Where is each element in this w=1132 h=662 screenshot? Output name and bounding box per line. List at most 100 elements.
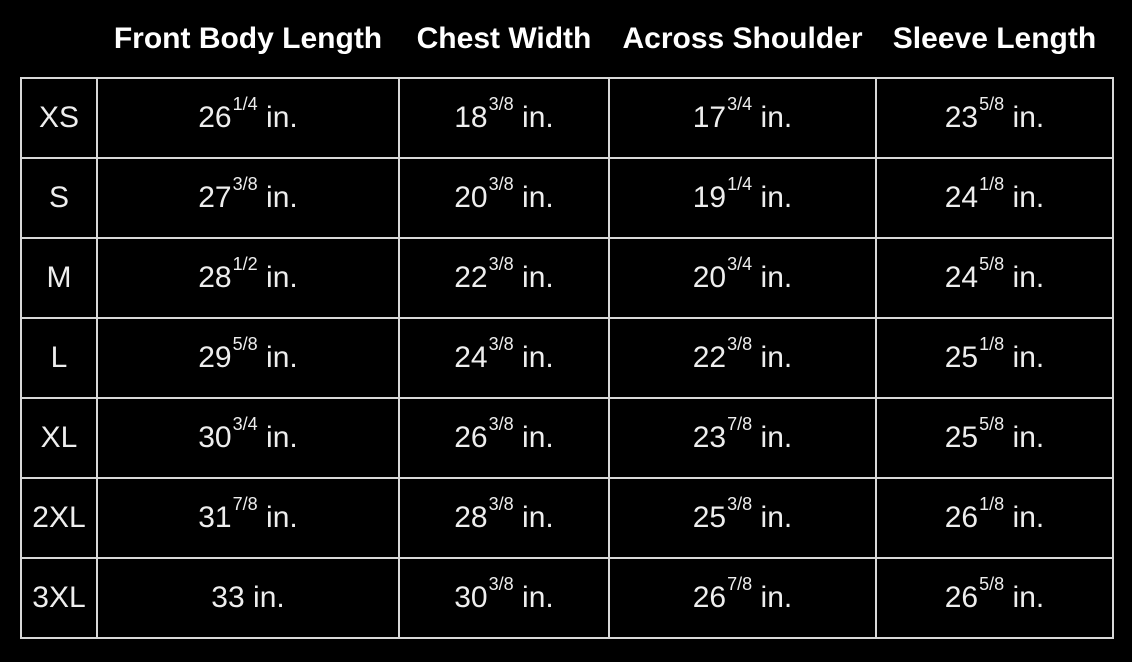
table-row: L 295/8 in. 243/8 in. 223/8 in. 251/8 in.	[20, 317, 1114, 399]
measurement-unit: in.	[253, 581, 285, 614]
measurement-unit: in.	[760, 261, 793, 294]
measurement-whole: 26	[944, 581, 979, 614]
table-row: XS 261/4 in. 183/8 in. 173/4 in. 235/8 in.	[20, 77, 1114, 159]
measurement-whole: 27	[198, 181, 232, 214]
header-chest-width: Chest Width	[416, 21, 592, 55]
header-front-body-length: Front Body Length	[113, 21, 383, 55]
measurement-cell: 273/8 in.	[96, 157, 400, 239]
measurement-cell: 33 in.	[96, 557, 400, 639]
measurement-unit: in.	[266, 341, 298, 374]
table-row: XL 303/4 in. 263/8 in. 237/8 in. 255/8 in.	[20, 397, 1114, 479]
measurement-fraction: 3/8	[488, 414, 514, 435]
measurement-whole: 22	[692, 341, 727, 374]
measurement-whole: 29	[198, 341, 232, 374]
measurement-cell: 191/4 in.	[608, 157, 877, 239]
measurement-unit: in.	[1012, 101, 1045, 134]
measurement-cell: 235/8 in.	[875, 77, 1114, 159]
measurement-fraction: 5/8	[979, 94, 1005, 115]
header-size-spacer	[21, 0, 97, 78]
measurement-unit: in.	[1012, 581, 1045, 614]
measurement-cell: 255/8 in.	[875, 397, 1114, 479]
measurement-fraction: 1/8	[979, 494, 1005, 515]
measurement-cell: 203/8 in.	[398, 157, 610, 239]
measurement-fraction: 3/8	[488, 334, 514, 355]
table-row: 2XL 317/8 in. 283/8 in. 253/8 in. 261/8 in.	[20, 477, 1114, 559]
table-row: M 281/2 in. 223/8 in. 203/4 in. 245/8 in.	[20, 237, 1114, 319]
measurement-fraction: 5/8	[232, 334, 258, 355]
table-row: S 273/8 in. 203/8 in. 191/4 in. 241/8 in.	[20, 157, 1114, 239]
measurement-fraction: 3/8	[488, 94, 514, 115]
row-header-size: L	[20, 317, 98, 399]
measurement-whole: 26	[454, 421, 488, 454]
measurement-fraction: 3/8	[488, 574, 514, 595]
measurement-cell: 317/8 in.	[96, 477, 400, 559]
measurement-unit: in.	[522, 421, 554, 454]
row-header-size: 3XL	[20, 557, 98, 639]
measurement-whole: 19	[692, 181, 727, 214]
measurement-fraction: 1/2	[232, 254, 258, 275]
measurement-whole: 30	[198, 421, 232, 454]
measurement-whole: 28	[198, 261, 232, 294]
measurement-cell: 237/8 in.	[608, 397, 877, 479]
header-across-shoulder: Across Shoulder	[622, 21, 863, 55]
measurement-cell: 283/8 in.	[398, 477, 610, 559]
measurement-fraction: 3/8	[488, 254, 514, 275]
measurement-unit: in.	[760, 101, 793, 134]
measurement-whole: 20	[454, 181, 488, 214]
measurement-whole: 25	[692, 501, 727, 534]
measurement-fraction: 3/8	[232, 174, 258, 195]
measurement-cell: 303/4 in.	[96, 397, 400, 479]
measurement-fraction: 1/8	[979, 174, 1005, 195]
measurement-unit: in.	[760, 421, 793, 454]
measurement-unit: in.	[266, 421, 298, 454]
measurement-unit: in.	[266, 501, 298, 534]
measurement-whole: 23	[944, 101, 979, 134]
measurement-fraction: 5/8	[979, 414, 1005, 435]
measurement-fraction: 3/4	[727, 254, 753, 275]
measurement-whole: 20	[692, 261, 727, 294]
measurement-fraction: 3/4	[232, 414, 258, 435]
row-header-size: M	[20, 237, 98, 319]
measurement-unit: in.	[266, 181, 298, 214]
row-header-size: 2XL	[20, 477, 98, 559]
measurement-cell: 223/8 in.	[398, 237, 610, 319]
measurement-unit: in.	[1012, 261, 1045, 294]
measurement-cell: 261/8 in.	[875, 477, 1114, 559]
measurement-fraction: 1/4	[727, 174, 753, 195]
measurement-cell: 245/8 in.	[875, 237, 1114, 319]
measurement-cell: 223/8 in.	[608, 317, 877, 399]
measurement-cell: 303/8 in.	[398, 557, 610, 639]
size-chart-body: XS 261/4 in. 183/8 in. 173/4 in. 235/8 in. S 273/8…	[20, 77, 1114, 639]
measurement-cell: 281/2 in.	[96, 237, 400, 319]
measurement-fraction: 3/8	[488, 174, 514, 195]
measurement-unit: in.	[1012, 421, 1045, 454]
measurement-cell: 173/4 in.	[608, 77, 877, 159]
measurement-whole: 26	[692, 581, 727, 614]
measurement-unit: in.	[522, 581, 554, 614]
measurement-cell: 263/8 in.	[398, 397, 610, 479]
measurement-whole: 17	[692, 101, 727, 134]
measurement-unit: in.	[760, 581, 793, 614]
measurement-unit: in.	[1012, 341, 1045, 374]
measurement-whole: 33	[211, 581, 245, 614]
measurement-fraction: 7/8	[727, 414, 753, 435]
measurement-fraction: 7/8	[727, 574, 753, 595]
measurement-fraction: 5/8	[979, 574, 1005, 595]
header-sleeve-length: Sleeve Length	[892, 21, 1097, 55]
measurement-whole: 26	[198, 101, 232, 134]
measurement-whole: 25	[944, 421, 979, 454]
measurement-whole: 26	[944, 501, 979, 534]
size-chart-table: Front Body Length Chest Width Across Sho…	[20, 0, 1114, 639]
measurement-whole: 22	[454, 261, 488, 294]
measurement-fraction: 1/4	[232, 94, 258, 115]
measurement-unit: in.	[760, 341, 793, 374]
measurement-unit: in.	[522, 261, 554, 294]
measurement-cell: 265/8 in.	[875, 557, 1114, 639]
measurement-unit: in.	[522, 501, 554, 534]
row-header-size: XS	[20, 77, 98, 159]
measurement-cell: 203/4 in.	[608, 237, 877, 319]
measurement-fraction: 3/4	[727, 94, 753, 115]
row-header-size: S	[20, 157, 98, 239]
measurement-whole: 24	[944, 261, 979, 294]
measurement-cell: 295/8 in.	[96, 317, 400, 399]
